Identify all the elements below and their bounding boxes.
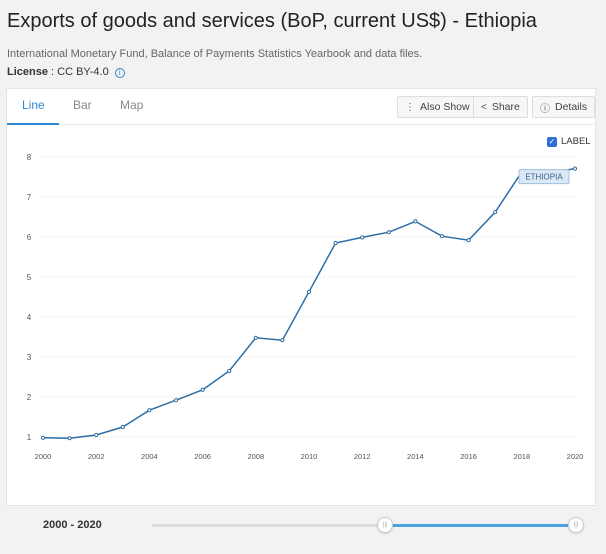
data-point [120, 424, 125, 430]
data-point [227, 368, 232, 374]
checkbox-icon[interactable]: ✓ [547, 136, 557, 147]
data-point [280, 338, 285, 343]
y-tick-label: 2 [27, 393, 32, 402]
x-tick-label: 2010 [301, 452, 318, 461]
info-icon[interactable]: i [114, 68, 125, 78]
source-note: International Monetary Fund, Balance of … [7, 48, 423, 60]
y-tick-label: 4 [27, 313, 32, 322]
series-line-ethiopia [42, 167, 576, 439]
tab-bar[interactable]: Bar [73, 98, 92, 112]
data-point [40, 435, 46, 440]
year-range-label: 2000 - 2020 [43, 519, 102, 531]
data-point [200, 387, 205, 392]
series-label-box [518, 169, 570, 185]
x-tick-label: 2014 [407, 452, 424, 461]
tab-map[interactable]: Map [120, 98, 144, 112]
label-toggle[interactable]: ✓ LABEL [547, 136, 591, 147]
data-point [173, 398, 179, 403]
more-vertical-icon: ⋮ [405, 101, 415, 113]
y-tick-label: 6 [27, 233, 32, 242]
y-tick-label: 7 [27, 193, 32, 202]
page-title: Exports of goods and services (BoP, curr… [7, 10, 537, 32]
details-button[interactable]: ⓘ Details [532, 96, 596, 118]
y-tick-label: 1 [27, 433, 32, 442]
data-point [572, 166, 578, 171]
data-point [147, 408, 152, 413]
slider-track[interactable] [152, 524, 576, 527]
data-point [466, 238, 471, 243]
share-label: Share [491, 101, 520, 113]
also-show-label: Also Show [420, 101, 470, 113]
x-tick-label: 2012 [354, 452, 371, 461]
x-tick-label: 2004 [141, 452, 158, 461]
x-tick-label: 2006 [194, 452, 211, 461]
x-tick-label: 2008 [247, 452, 264, 461]
license-line: License : CC BY-4.0 i [7, 66, 125, 78]
y-tick-label: 3 [27, 353, 32, 362]
data-point [333, 240, 338, 246]
x-tick-label: 2018 [513, 452, 530, 461]
series-label-text: ETHIOPIA [525, 173, 563, 182]
also-show-button[interactable]: ⋮ Also Show [397, 96, 478, 118]
chart-tabs: Line Bar Map ⋮ Also Show < Share ⓘ Detai… [7, 89, 596, 125]
slider-start-handle[interactable]: ||| [377, 517, 394, 533]
license-label: License [7, 66, 48, 78]
data-point [67, 436, 72, 441]
tab-line[interactable]: Line [22, 98, 45, 112]
share-icon: < [481, 101, 487, 113]
data-point [439, 234, 445, 239]
data-point [360, 235, 365, 240]
data-point [386, 230, 391, 235]
data-point [94, 432, 99, 438]
data-point [306, 289, 312, 294]
range-bar: 2000 - 2020 ||| ||| [6, 508, 596, 546]
y-tick-label: 5 [27, 273, 32, 282]
data-point [413, 219, 418, 224]
x-tick-label: 2020 [567, 452, 584, 461]
x-tick-label: 2016 [460, 452, 477, 461]
license-value: : CC BY-4.0 [51, 66, 109, 78]
slider-end-handle[interactable]: ||| [568, 517, 584, 533]
line-chart: 1 2 3 4 5 6 7 8 2000 2002 2004 2006 2008 2010 2012 2014… [27, 153, 584, 461]
label-toggle-text: LABEL [561, 136, 591, 147]
data-point [253, 335, 258, 340]
info-circle-icon: ⓘ [540, 103, 550, 115]
data-point [493, 210, 498, 215]
details-label: Details [555, 101, 588, 113]
x-tick-label: 2000 [35, 452, 52, 461]
y-tick-label: 8 [27, 153, 32, 162]
chart-panel: Line Bar Map ⋮ Also Show < Share ⓘ Detai… [6, 88, 596, 506]
slider-selected-range [385, 524, 576, 527]
x-tick-label: 2002 [88, 452, 105, 461]
share-button[interactable]: < Share [473, 96, 528, 118]
active-tab-indicator [7, 123, 59, 125]
